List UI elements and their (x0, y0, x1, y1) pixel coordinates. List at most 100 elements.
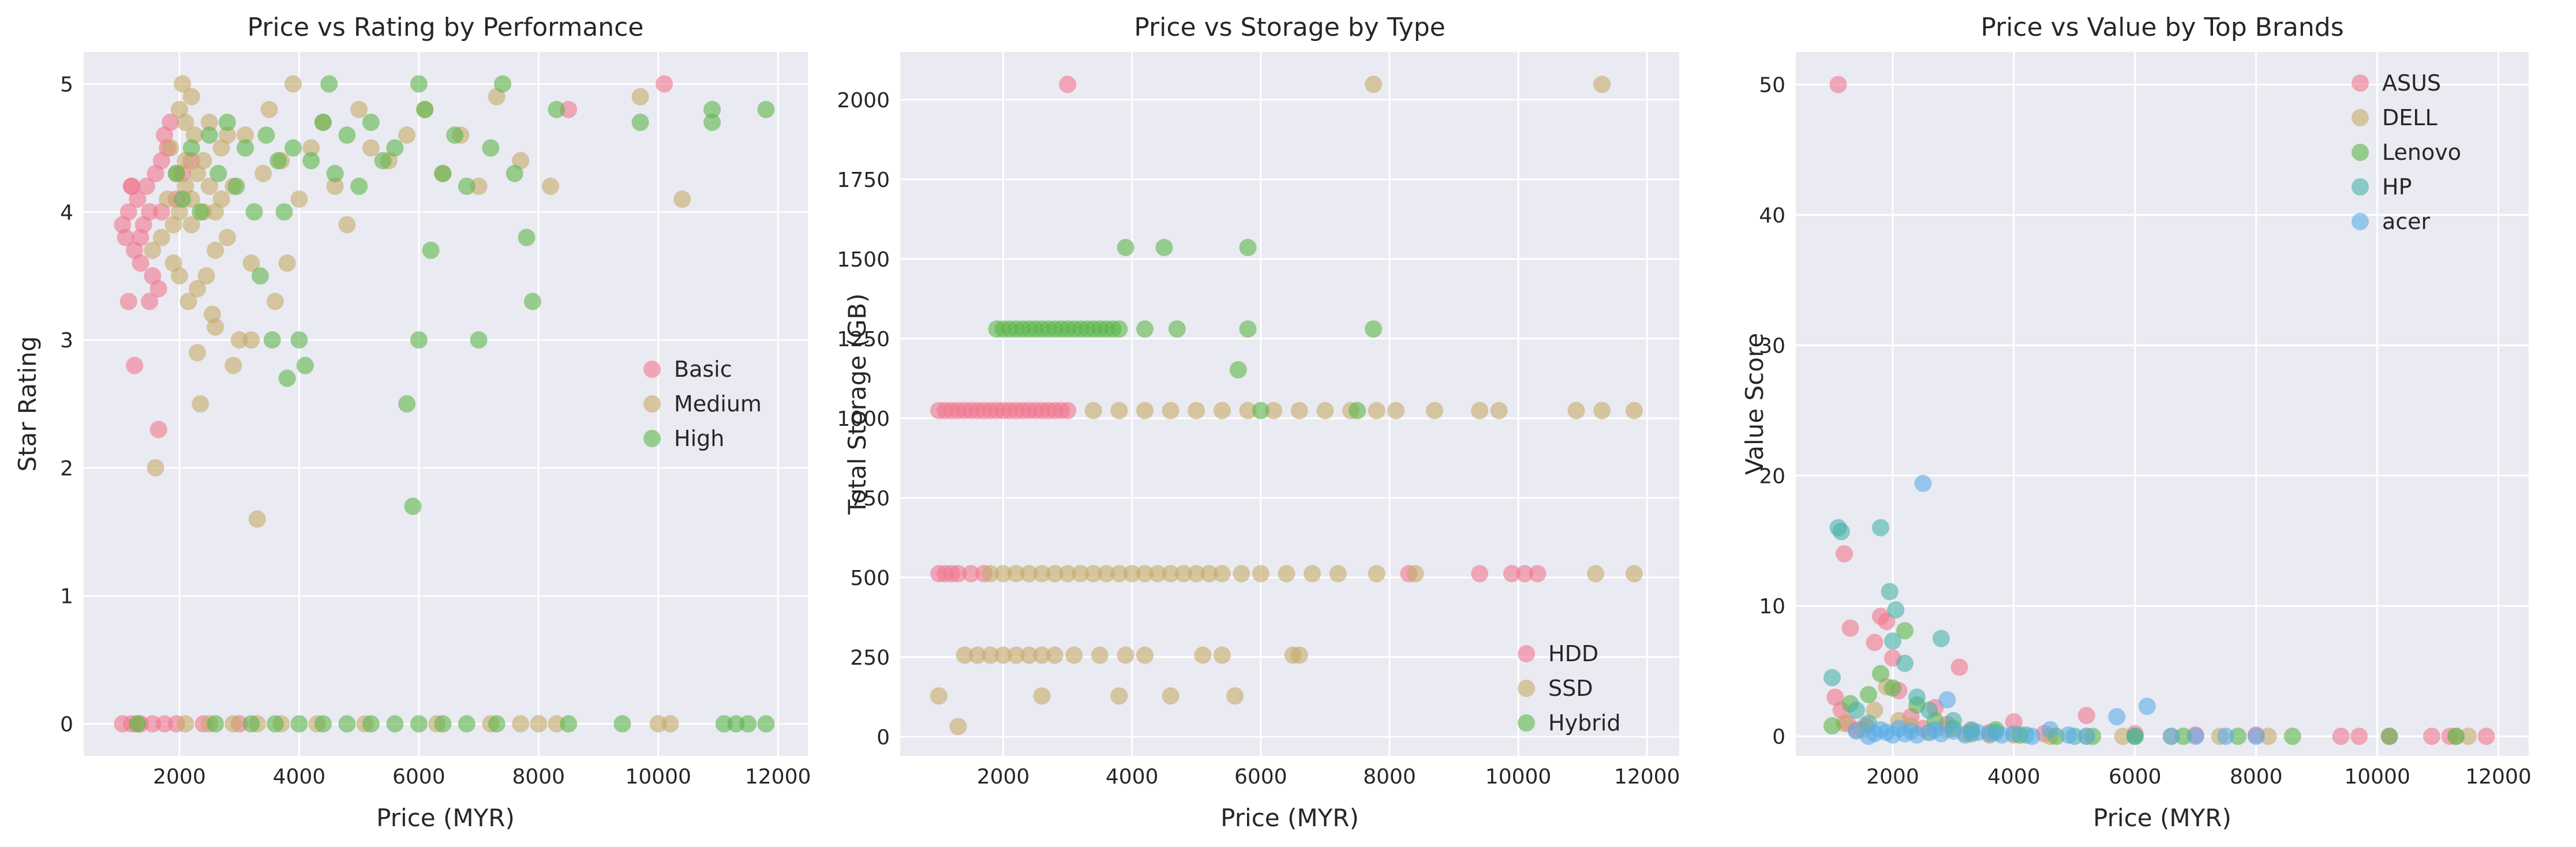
data-point (1896, 654, 1914, 672)
data-point (2114, 728, 2132, 745)
data-point (1059, 76, 1077, 93)
data-point (242, 331, 260, 349)
data-point (1859, 685, 1877, 703)
data-point (284, 139, 302, 157)
data-point (362, 715, 380, 733)
data-point (218, 126, 236, 144)
scatter-panel-performance: 2000 4000 6000 8000 10000 12000 0 1 2 3 4 5 Price … (13, 13, 811, 832)
data-point (1188, 402, 1205, 419)
x-tick-label: 2000 (977, 765, 1030, 789)
data-point (1914, 474, 1932, 492)
data-point (266, 715, 284, 733)
data-point (189, 280, 207, 298)
data-point (410, 331, 428, 349)
data-point (1829, 76, 1847, 93)
data-point (982, 565, 999, 583)
data-point (560, 715, 578, 733)
y-tick-label: 250 (850, 646, 890, 670)
data-point (1426, 402, 1444, 419)
data-point (338, 715, 356, 733)
data-point (1252, 565, 1270, 583)
gridlines (84, 52, 808, 756)
data-point (156, 715, 174, 733)
data-point (362, 114, 380, 131)
data-point (512, 715, 530, 733)
data-point (410, 715, 428, 733)
data-point (212, 190, 230, 208)
data-point (182, 88, 200, 106)
data-point (434, 715, 452, 733)
legend-marker (2352, 74, 2369, 92)
data-point (200, 177, 218, 195)
data-point (1162, 402, 1180, 419)
legend-label: DELL (2382, 105, 2438, 130)
x-tick-label: 6000 (1234, 765, 1287, 789)
data-point (1920, 701, 1938, 719)
data-point (350, 177, 368, 195)
data-point (1349, 402, 1366, 419)
data-point (1194, 646, 1212, 664)
data-point (1932, 629, 1950, 647)
data-point (1503, 565, 1521, 583)
data-point (1368, 402, 1386, 419)
data-point (982, 646, 999, 664)
data-point (416, 100, 434, 118)
data-point (703, 114, 721, 131)
data-point (673, 190, 691, 208)
chart-title: Price vs Storage by Type (1134, 13, 1445, 42)
data-point (1239, 402, 1257, 419)
data-point (132, 228, 149, 246)
data-point (1226, 687, 1244, 705)
data-point (326, 177, 344, 195)
y-tick-labels: 0 1 2 3 4 5 (60, 73, 73, 736)
data-point (174, 75, 192, 93)
x-tick-label: 2000 (1866, 765, 1919, 789)
data-point (548, 100, 566, 118)
data-point (275, 203, 293, 221)
legend-label: Lenovo (2382, 140, 2461, 165)
scatter-panel-brands: 2000 4000 6000 8000 10000 12000 0 10 20 30 40 50 P… (1740, 13, 2532, 832)
data-point (404, 497, 422, 515)
data-point (956, 646, 974, 664)
data-point (2126, 728, 2144, 745)
data-point (1213, 402, 1231, 419)
x-axis-label: Price (MYR) (1220, 804, 1359, 832)
data-point (284, 75, 302, 93)
data-point (137, 177, 155, 195)
data-point (1046, 646, 1064, 664)
legend-marker (643, 395, 661, 413)
y-tick-label: 5 (60, 73, 73, 96)
data-point (278, 254, 296, 272)
data-point (2077, 706, 2095, 724)
y-axis-label: Total Storage (GB) (843, 293, 871, 515)
y-tick-label: 3 (60, 329, 73, 353)
data-point (177, 715, 194, 733)
data-point (227, 177, 245, 195)
data-point (1365, 76, 1383, 93)
data-point (1239, 238, 1257, 256)
data-point (338, 216, 356, 234)
legend-label: Hybrid (1548, 710, 1621, 736)
legend: HDD SSD Hybrid (1518, 641, 1621, 736)
data-point (1098, 565, 1115, 583)
data-point (374, 152, 392, 170)
legend-label: acer (2382, 209, 2431, 234)
gridlines (1796, 52, 2529, 756)
data-point (164, 216, 182, 234)
data-point (2247, 728, 2265, 745)
data-point (1625, 565, 1643, 583)
y-tick-labels: 0 10 20 30 40 50 (1759, 73, 1785, 749)
x-tick-label: 4000 (273, 765, 326, 789)
data-point (1007, 646, 1025, 664)
x-tick-labels: 2000 4000 6000 8000 10000 12000 (153, 765, 811, 789)
data-point (177, 114, 194, 131)
data-point (1593, 402, 1611, 419)
data-point (410, 75, 428, 93)
y-tick-label: 50 (1759, 73, 1785, 97)
legend: Basic Medium High (643, 357, 762, 451)
data-point (350, 100, 368, 118)
data-point (494, 75, 512, 93)
data-point (2023, 728, 2041, 745)
data-point (162, 114, 179, 131)
